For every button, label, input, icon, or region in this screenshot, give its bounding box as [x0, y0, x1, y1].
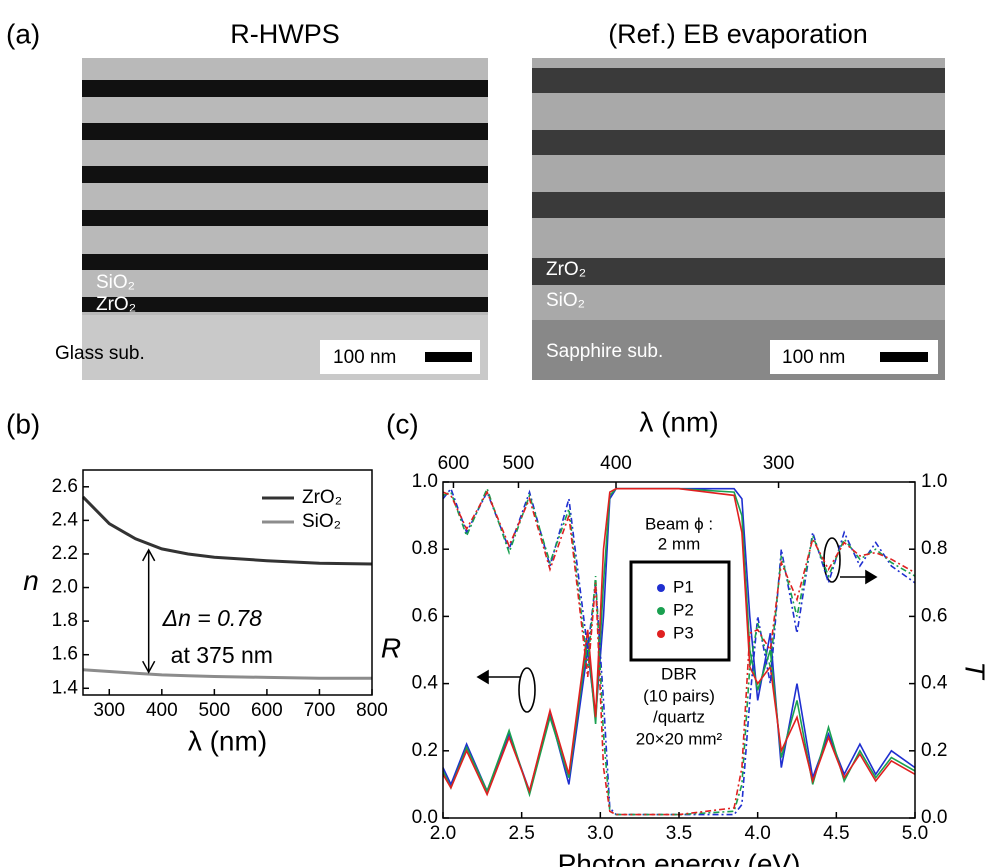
y-tick-label: 0.4: [412, 673, 439, 694]
x-tick-label: 2.0: [430, 823, 456, 844]
annotation: Δn = 0.78: [162, 605, 262, 631]
substrate-label: Glass sub.: [55, 343, 145, 364]
legend-box: [629, 560, 731, 662]
legend-label: P1: [673, 577, 694, 596]
x2-tick-label: 400: [600, 453, 632, 474]
substrate-label: Sapphire sub.: [546, 341, 663, 362]
y2-tick-label: 0.6: [921, 605, 947, 626]
image-title: (Ref.) EB evaporation: [608, 19, 868, 49]
arrow-head: [142, 660, 156, 674]
x-tick-label: 800: [356, 700, 388, 721]
x-axis-label: λ (nm): [188, 725, 267, 756]
y2-tick-label: 0.2: [921, 740, 947, 761]
x-tick-label: 4.5: [823, 823, 849, 844]
y2-axis-label: T: [960, 661, 989, 680]
legend-marker: [657, 607, 665, 615]
panel-label: (a): [6, 18, 40, 49]
y-tick-label: 2.4: [52, 509, 79, 530]
sem-image-left: [82, 58, 488, 380]
y-tick-label: 1.4: [52, 677, 79, 698]
y-tick-label: 0.2: [412, 740, 438, 761]
y2-tick-label: 0.0: [921, 807, 947, 828]
x-tick-label: 600: [251, 700, 283, 721]
axis-arrows: [476, 537, 878, 713]
annotation: 2 mm: [658, 534, 701, 553]
y-tick-label: 2.6: [52, 476, 78, 497]
series-line: [442, 487, 916, 797]
y2-tick-label: 1.0: [921, 471, 947, 492]
y-axis-label: R: [381, 632, 401, 663]
legend-label: ZrO₂: [302, 487, 342, 508]
y2-tick-label: 0.4: [921, 673, 948, 694]
y-tick-label: 1.0: [412, 471, 438, 492]
sem-image-right: [532, 58, 945, 380]
arrow-head: [142, 548, 156, 562]
x-tick-label: 300: [93, 700, 125, 721]
annotation: at 375 nm: [171, 642, 273, 668]
x2-tick-label: 500: [503, 453, 535, 474]
x-tick-label: 500: [199, 700, 231, 721]
scale-label: 100 nm: [782, 347, 845, 368]
x-tick-label: 700: [304, 700, 336, 721]
annotation: DBR: [661, 664, 697, 683]
x-tick-label: 400: [146, 700, 178, 721]
layer-label: SiO₂: [546, 290, 585, 311]
annotation: Beam ϕ :: [645, 514, 713, 533]
x2-tick-label: 300: [763, 453, 795, 474]
plot-frame: [82, 469, 373, 696]
y2-tick-label: 0.8: [921, 538, 947, 559]
panel-label: (c): [386, 408, 419, 439]
legend-label: P2: [673, 600, 694, 619]
x-tick-label: 4.0: [744, 823, 770, 844]
layer-label: SiO₂: [96, 272, 135, 293]
image-title: R-HWPS: [230, 19, 340, 49]
x-tick-label: 2.5: [508, 823, 534, 844]
panel-label: (b): [6, 408, 40, 439]
layer-label: ZrO₂: [546, 259, 586, 280]
y-axis-label: n: [23, 565, 39, 596]
series-line: [442, 486, 916, 816]
x-axis-label: Photon energy (eV): [558, 848, 801, 867]
legend-marker: [657, 630, 665, 638]
legend-label: P3: [673, 623, 694, 642]
y-tick-label: 0.6: [412, 605, 438, 626]
y-tick-label: 0.0: [412, 807, 438, 828]
annotation: (10 pairs): [643, 686, 715, 705]
legend-label: SiO₂: [302, 511, 341, 532]
scale-label: 100 nm: [333, 347, 396, 368]
y-tick-label: 2.2: [52, 543, 78, 564]
y-tick-label: 0.8: [412, 538, 438, 559]
series-line: [442, 490, 916, 816]
y-tick-label: 1.8: [52, 610, 78, 631]
legend-marker: [657, 584, 665, 592]
layer-label: ZrO₂: [96, 294, 136, 315]
y-tick-label: 2.0: [52, 577, 78, 598]
y-tick-label: 1.6: [52, 644, 78, 665]
x2-axis-label: λ (nm): [639, 406, 718, 437]
x-tick-label: 5.0: [902, 823, 928, 844]
annotation: 20×20 mm²: [636, 729, 723, 748]
x-tick-label: 3.5: [666, 823, 692, 844]
x-tick-label: 3.0: [587, 823, 613, 844]
annotation: /quartz: [653, 707, 705, 726]
series-line: [82, 668, 372, 680]
series-line: [81, 495, 373, 566]
x2-tick-label: 600: [438, 453, 470, 474]
